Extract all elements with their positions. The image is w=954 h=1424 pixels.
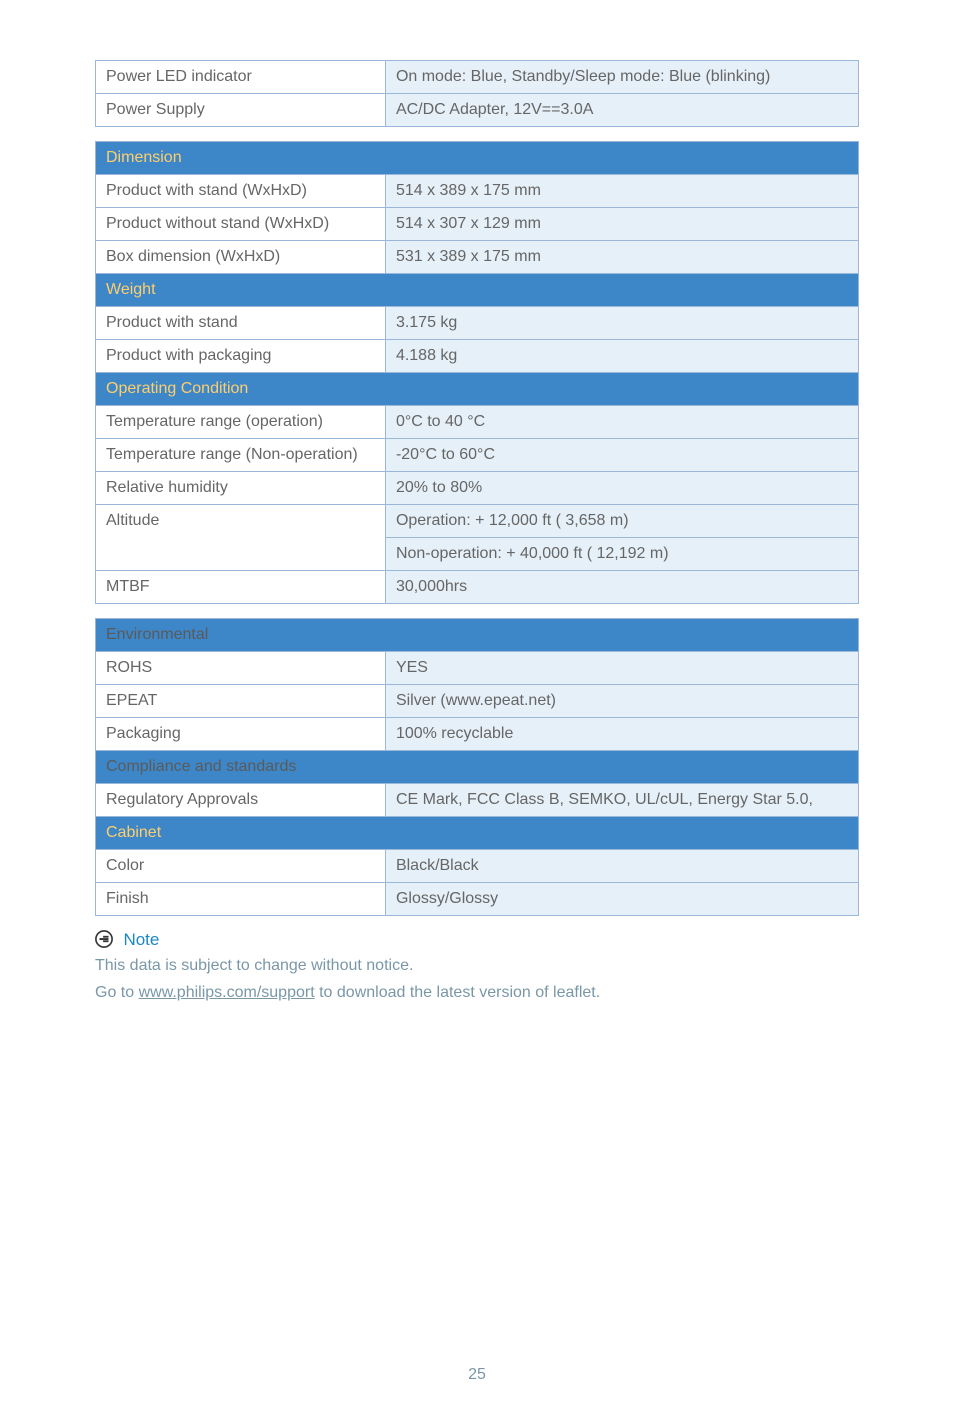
table-row: Power Supply AC/DC Adapter, 12V==3.0A	[96, 94, 859, 127]
page-number: 25	[95, 1366, 859, 1384]
note-line: Go to www.philips.com/support to downloa…	[95, 979, 859, 1006]
section-header-operating: Operating Condition	[96, 373, 859, 406]
table-row: Box dimension (WxHxD)531 x 389 x 175 mm	[96, 241, 859, 274]
support-link[interactable]: www.philips.com/support	[139, 984, 315, 1001]
table-row: Packaging100% recyclable	[96, 718, 859, 751]
table-row: Product without stand (WxHxD)514 x 307 x…	[96, 208, 859, 241]
spec-table-1: Power LED indicator On mode: Blue, Stand…	[95, 60, 859, 127]
table-row: Temperature range (operation)0°C to 40 °…	[96, 406, 859, 439]
value-cell: On mode: Blue, Standby/Sleep mode: Blue …	[385, 61, 858, 94]
section-header-weight: Weight	[96, 274, 859, 307]
table-row: Altitude Operation: + 12,000 ft ( 3,658 …	[96, 505, 859, 538]
table-row: Product with stand (WxHxD)514 x 389 x 17…	[96, 175, 859, 208]
table-row: ColorBlack/Black	[96, 850, 859, 883]
table-row: Power LED indicator On mode: Blue, Stand…	[96, 61, 859, 94]
spec-table-3: Environmental ROHSYES EPEATSilver (www.e…	[95, 618, 859, 916]
table-row: EPEATSilver (www.epeat.net)	[96, 685, 859, 718]
spec-table-2: Dimension Product with stand (WxHxD)514 …	[95, 141, 859, 604]
note-icon	[95, 930, 113, 948]
section-header-dimension: Dimension	[96, 142, 859, 175]
table-row: MTBF30,000hrs	[96, 571, 859, 604]
note-block: Note This data is subject to change with…	[95, 930, 859, 1006]
table-row: Temperature range (Non-operation)-20°C t…	[96, 439, 859, 472]
section-header-environmental: Environmental	[96, 619, 859, 652]
table-row: FinishGlossy/Glossy	[96, 883, 859, 916]
label-cell: Power LED indicator	[96, 61, 386, 94]
value-cell: AC/DC Adapter, 12V==3.0A	[385, 94, 858, 127]
table-row: Regulatory ApprovalsCE Mark, FCC Class B…	[96, 784, 859, 817]
table-row: Product with packaging4.188 kg	[96, 340, 859, 373]
table-row: Relative humidity20% to 80%	[96, 472, 859, 505]
note-line: This data is subject to change without n…	[95, 952, 859, 979]
note-label: Note	[123, 930, 159, 949]
section-header-cabinet: Cabinet	[96, 817, 859, 850]
label-cell: Power Supply	[96, 94, 386, 127]
table-row: Product with stand3.175 kg	[96, 307, 859, 340]
section-header-compliance: Compliance and standards	[96, 751, 859, 784]
table-row: ROHSYES	[96, 652, 859, 685]
